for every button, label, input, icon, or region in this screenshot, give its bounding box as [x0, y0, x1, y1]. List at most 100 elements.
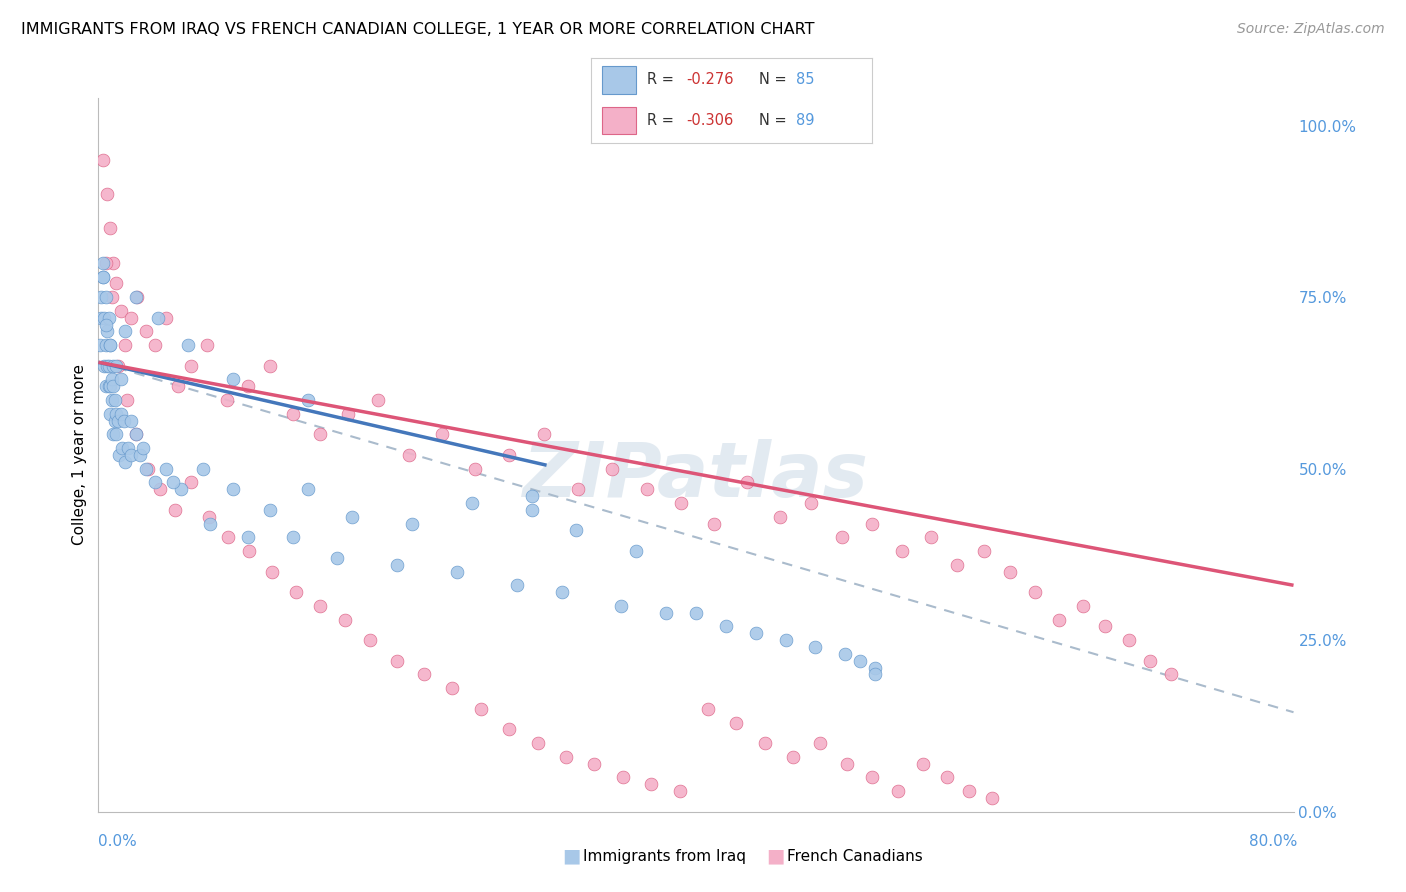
Point [260, 565, 283, 579]
Point [1139, 654, 1161, 668]
Point [891, 544, 914, 558]
Point [105, 359, 128, 373]
Point [714, 619, 737, 633]
Point [93, 310, 115, 325]
Point [669, 496, 692, 510]
Point [191, 461, 214, 475]
Point [155, 461, 177, 475]
Point [93, 359, 115, 373]
Text: R =: R = [647, 112, 678, 128]
Point [936, 771, 959, 785]
Point [114, 325, 136, 339]
Point [583, 756, 606, 771]
Point [94, 256, 117, 270]
Point [103, 359, 125, 373]
Point [1024, 585, 1046, 599]
Point [143, 475, 166, 490]
Point [1094, 619, 1116, 633]
Point [849, 654, 872, 668]
Text: ■: ■ [562, 847, 581, 866]
Point [973, 544, 995, 558]
Point [129, 448, 152, 462]
Point [91, 153, 114, 167]
Point [222, 372, 245, 386]
Point [155, 310, 177, 325]
Point [96, 187, 118, 202]
Point [101, 372, 124, 386]
Point [103, 379, 125, 393]
Point [685, 606, 707, 620]
Point [94, 318, 117, 332]
Text: 89: 89 [796, 112, 814, 128]
Point [567, 482, 589, 496]
Point [166, 379, 188, 393]
Point [550, 585, 572, 599]
Point [100, 338, 122, 352]
Point [100, 338, 122, 352]
Text: Source: ZipAtlas.com: Source: ZipAtlas.com [1237, 22, 1385, 37]
Point [117, 441, 139, 455]
Point [754, 736, 776, 750]
Point [297, 482, 319, 496]
Point [920, 530, 942, 544]
Point [91, 269, 114, 284]
Point [169, 482, 191, 496]
Point [555, 749, 578, 764]
Point [163, 503, 186, 517]
Point [1047, 613, 1070, 627]
Point [101, 290, 124, 304]
Point [259, 359, 281, 373]
Point [1160, 667, 1182, 681]
Point [326, 550, 349, 565]
Point [215, 392, 238, 407]
Point [110, 372, 132, 386]
Point [745, 626, 768, 640]
Point [800, 496, 823, 510]
Point [177, 338, 200, 352]
Point [125, 427, 148, 442]
Point [735, 475, 758, 490]
Point [100, 221, 122, 235]
Point [115, 392, 138, 407]
Point [105, 407, 128, 421]
Point [284, 585, 307, 599]
Point [336, 407, 359, 421]
Point [636, 482, 658, 496]
Point [90, 290, 112, 304]
Point [640, 777, 662, 791]
Point [398, 448, 420, 462]
Point [110, 407, 132, 421]
Point [610, 599, 633, 613]
Point [97, 379, 120, 393]
Bar [602, 67, 636, 94]
Point [430, 427, 453, 442]
Point [782, 749, 804, 764]
Point [110, 303, 132, 318]
Point [506, 578, 529, 592]
Point [91, 269, 114, 284]
Point [980, 791, 1002, 805]
Point [308, 599, 330, 613]
Point [94, 338, 117, 352]
Text: Immigrants from Iraq: Immigrants from Iraq [583, 849, 747, 863]
Point [108, 448, 131, 462]
Point [957, 784, 980, 798]
Point [1071, 599, 1094, 613]
Point [520, 503, 543, 517]
Point [91, 256, 114, 270]
Bar [602, 107, 636, 134]
Text: 85: 85 [796, 72, 814, 87]
Point [385, 558, 409, 572]
Point [697, 702, 720, 716]
Point [105, 427, 128, 442]
Text: N =: N = [759, 112, 792, 128]
Point [865, 667, 887, 681]
Point [860, 771, 883, 785]
Point [162, 475, 184, 490]
Point [281, 407, 304, 421]
Point [441, 681, 464, 696]
Point [101, 392, 124, 407]
Point [143, 338, 166, 352]
Point [114, 338, 136, 352]
Point [120, 310, 142, 325]
